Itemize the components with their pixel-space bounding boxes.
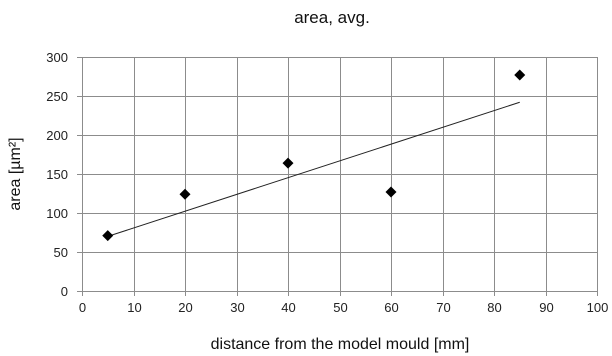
x-tick-label: 0 — [79, 300, 86, 315]
y-tick-label: 0 — [61, 284, 68, 299]
y-tick-label: 150 — [46, 167, 68, 182]
y-tick-label: 250 — [46, 89, 68, 104]
data-point-diamond — [179, 188, 191, 200]
x-tick-label: 100 — [587, 300, 609, 315]
data-point-diamond — [282, 157, 294, 169]
y-tick-label: 300 — [46, 50, 68, 65]
x-tick-label: 70 — [436, 300, 450, 315]
y-axis-label: area [µm²] — [7, 137, 24, 210]
x-tick-label: 40 — [281, 300, 295, 315]
y-tick-label: 100 — [46, 206, 68, 221]
y-tick-labels: 0 50 100 150 200 250 300 — [46, 50, 68, 299]
x-tick-label: 10 — [127, 300, 141, 315]
x-tick-label: 90 — [539, 300, 553, 315]
data-point-diamond — [102, 230, 114, 242]
x-tick-label: 50 — [333, 300, 347, 315]
grid — [82, 57, 598, 292]
axes — [77, 57, 598, 296]
trendline — [107, 101, 520, 237]
data-point-diamond — [514, 69, 526, 81]
x-tick-label: 60 — [384, 300, 398, 315]
x-tick-label: 30 — [230, 300, 244, 315]
y-tick-label: 200 — [46, 128, 68, 143]
x-tick-labels: 0 10 20 30 40 50 60 70 80 90 100 — [79, 300, 608, 315]
data-points — [102, 69, 526, 242]
y-tick-label: 50 — [54, 245, 68, 260]
trendline-group — [107, 101, 520, 237]
x-tick-label: 80 — [487, 300, 501, 315]
data-point-diamond — [385, 186, 397, 198]
chart-title: area, avg. — [294, 8, 370, 27]
x-tick-label: 20 — [178, 300, 192, 315]
x-axis-label: distance from the model mould [mm] — [211, 336, 470, 353]
